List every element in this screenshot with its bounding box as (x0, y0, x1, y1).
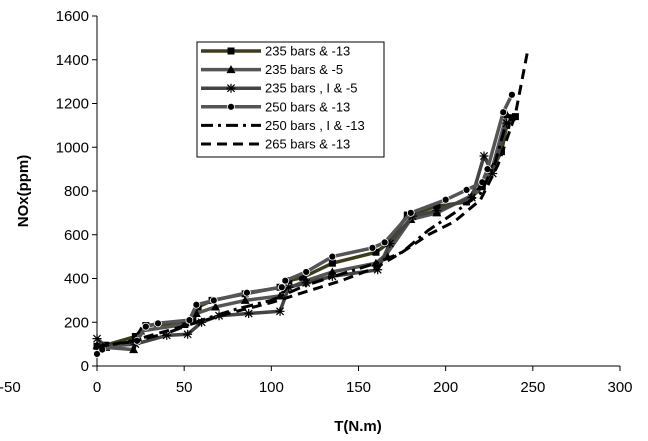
data-point (209, 296, 218, 305)
data-point (197, 317, 207, 327)
legend-marker (226, 65, 236, 74)
data-point (441, 195, 450, 204)
data-point (284, 282, 294, 292)
data-point (380, 238, 389, 247)
y-tick-label: 800 (64, 183, 89, 200)
y-axis-title: NOx(ppm) (15, 155, 32, 228)
data-point (275, 291, 285, 300)
y-tick-label: 1400 (56, 52, 89, 69)
data-point (129, 345, 139, 354)
y-tick-label: 400 (64, 271, 89, 288)
data-point (131, 332, 139, 340)
data-point (488, 169, 498, 178)
x-tick-label: 250 (520, 379, 545, 396)
y-tick-label: 600 (64, 227, 89, 244)
series-line (95, 94, 514, 356)
data-point (499, 108, 508, 117)
data-point (432, 206, 442, 216)
data-point (328, 259, 336, 267)
data-point (211, 302, 221, 311)
data-point (462, 186, 471, 194)
series-6 (96, 50, 530, 349)
legend-box (196, 41, 385, 158)
x-axis-title: T(N.m) (334, 418, 382, 435)
data-point (185, 316, 194, 324)
y-tick-label: 1000 (56, 139, 89, 156)
data-point (92, 334, 102, 344)
data-point (141, 322, 150, 331)
data-point (406, 208, 415, 217)
legend-label: 235 bars & -13 (265, 44, 350, 59)
data-point (240, 295, 250, 304)
legend: 235 bars & -13 235 bars & -5 235 bars , I … (196, 41, 385, 158)
series-line (96, 50, 530, 349)
legend-marker (227, 102, 235, 111)
data-point (191, 309, 201, 317)
data-point (281, 276, 290, 285)
y-tick-label: 1200 (56, 96, 89, 113)
series-layer (92, 50, 530, 358)
legend-label: 235 bars , I & -5 (265, 81, 358, 96)
x-tick-label: 300 (607, 379, 632, 396)
data-point (508, 90, 516, 99)
y-tick-label: 0 (81, 358, 89, 375)
data-point (93, 350, 101, 358)
data-point (476, 182, 486, 191)
legend-label: 235 bars & -5 (265, 62, 343, 77)
data-point (183, 329, 193, 339)
data-point (479, 151, 489, 161)
data-point (302, 268, 311, 276)
data-point (385, 239, 395, 248)
legend-label: 250 bars , I & -13 (265, 118, 365, 133)
data-point (299, 273, 307, 281)
data-point (372, 248, 380, 256)
x-ticks: -50 0 50 100 150 200 250 300 (0, 366, 633, 396)
y-tick-label: 1600 (56, 8, 89, 25)
data-point (368, 243, 377, 252)
legend-marker (226, 83, 236, 93)
data-point (275, 306, 285, 316)
data-point (243, 288, 251, 297)
x-tick-label: 150 (346, 379, 371, 396)
data-point (154, 319, 162, 328)
data-point (373, 265, 383, 275)
y-tick-label: 200 (64, 314, 89, 331)
data-point (328, 252, 337, 261)
legend-label: 265 bars & -13 (265, 137, 350, 152)
x-tick-label: 200 (433, 379, 458, 396)
data-point (327, 271, 337, 281)
x-tick-label: 0 (93, 379, 101, 396)
y-ticks: 0 200 400 600 800 1000 1200 1400 1600 (56, 8, 97, 375)
data-point (467, 193, 477, 203)
data-point (277, 283, 286, 292)
x-tick-label: 50 (176, 379, 193, 396)
data-point (244, 309, 254, 318)
legend-label: 250 bars & -13 (265, 99, 350, 114)
x-tick-label: -50 (0, 379, 21, 396)
data-point (301, 278, 311, 288)
legend-marker (227, 47, 235, 55)
x-tick-label: 100 (259, 379, 284, 396)
data-point (192, 300, 201, 309)
data-point (162, 330, 172, 340)
